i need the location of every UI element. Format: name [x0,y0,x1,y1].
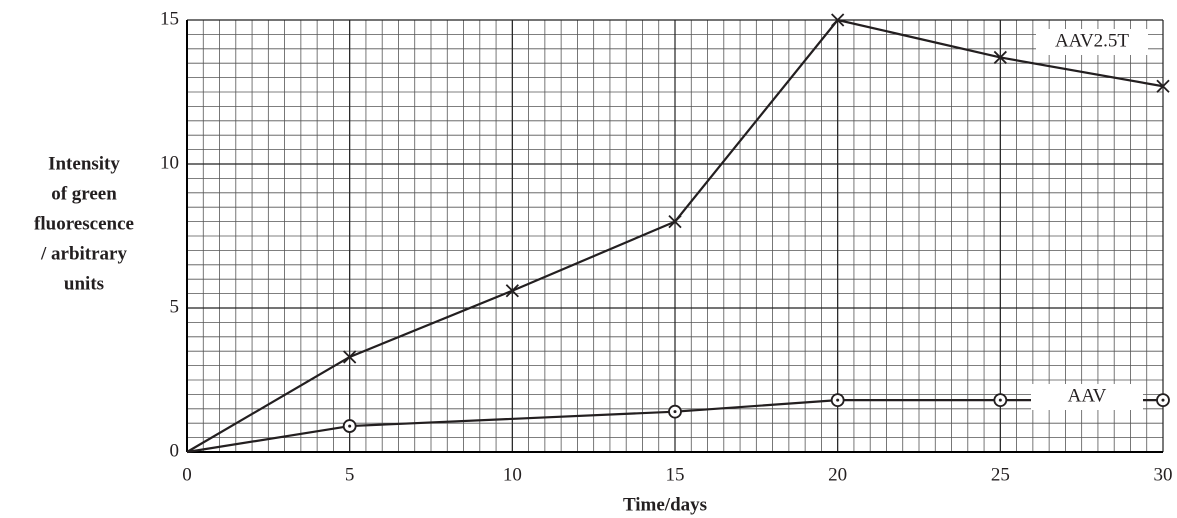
marker [343,350,357,364]
series-label: AAV2.5T [1055,30,1129,51]
y-tick-label: 15 [160,8,179,29]
series-label-bg [1036,29,1148,55]
series-label-bg [1031,384,1143,410]
marker [668,404,682,419]
x-tick-label: 15 [666,464,685,485]
y-axis-label: Intensity [48,153,120,174]
x-tick-label: 0 [182,464,192,485]
x-axis-label: Time/days [623,494,707,515]
marker [505,284,519,298]
marker-dot [998,398,1002,402]
marker [993,50,1007,65]
y-axis-label: fluorescence [34,213,134,234]
marker-dot [348,424,352,428]
marker [993,393,1008,408]
marker [668,214,682,229]
marker [1156,393,1170,408]
y-axis-label: units [64,273,104,294]
series-label: AAV [1068,385,1107,406]
x-tick-label: 5 [345,464,355,485]
marker [830,393,845,408]
y-axis-label: of green [51,183,117,204]
marker [831,13,845,27]
marker-dot [836,398,840,402]
x-tick-label: 25 [991,464,1010,485]
y-axis-label: / arbitrary [40,243,128,264]
marker-dot [1161,398,1165,402]
marker-dot [673,410,677,414]
x-tick-label: 10 [503,464,522,485]
x-tick-label: 20 [828,464,847,485]
x-tick-label: 30 [1154,464,1173,485]
line [186,399,1163,454]
y-tick-label: 5 [170,296,180,317]
y-tick-label: 0 [170,440,180,461]
marker [342,419,357,433]
marker [1156,79,1170,93]
y-tick-label: 10 [160,152,179,173]
